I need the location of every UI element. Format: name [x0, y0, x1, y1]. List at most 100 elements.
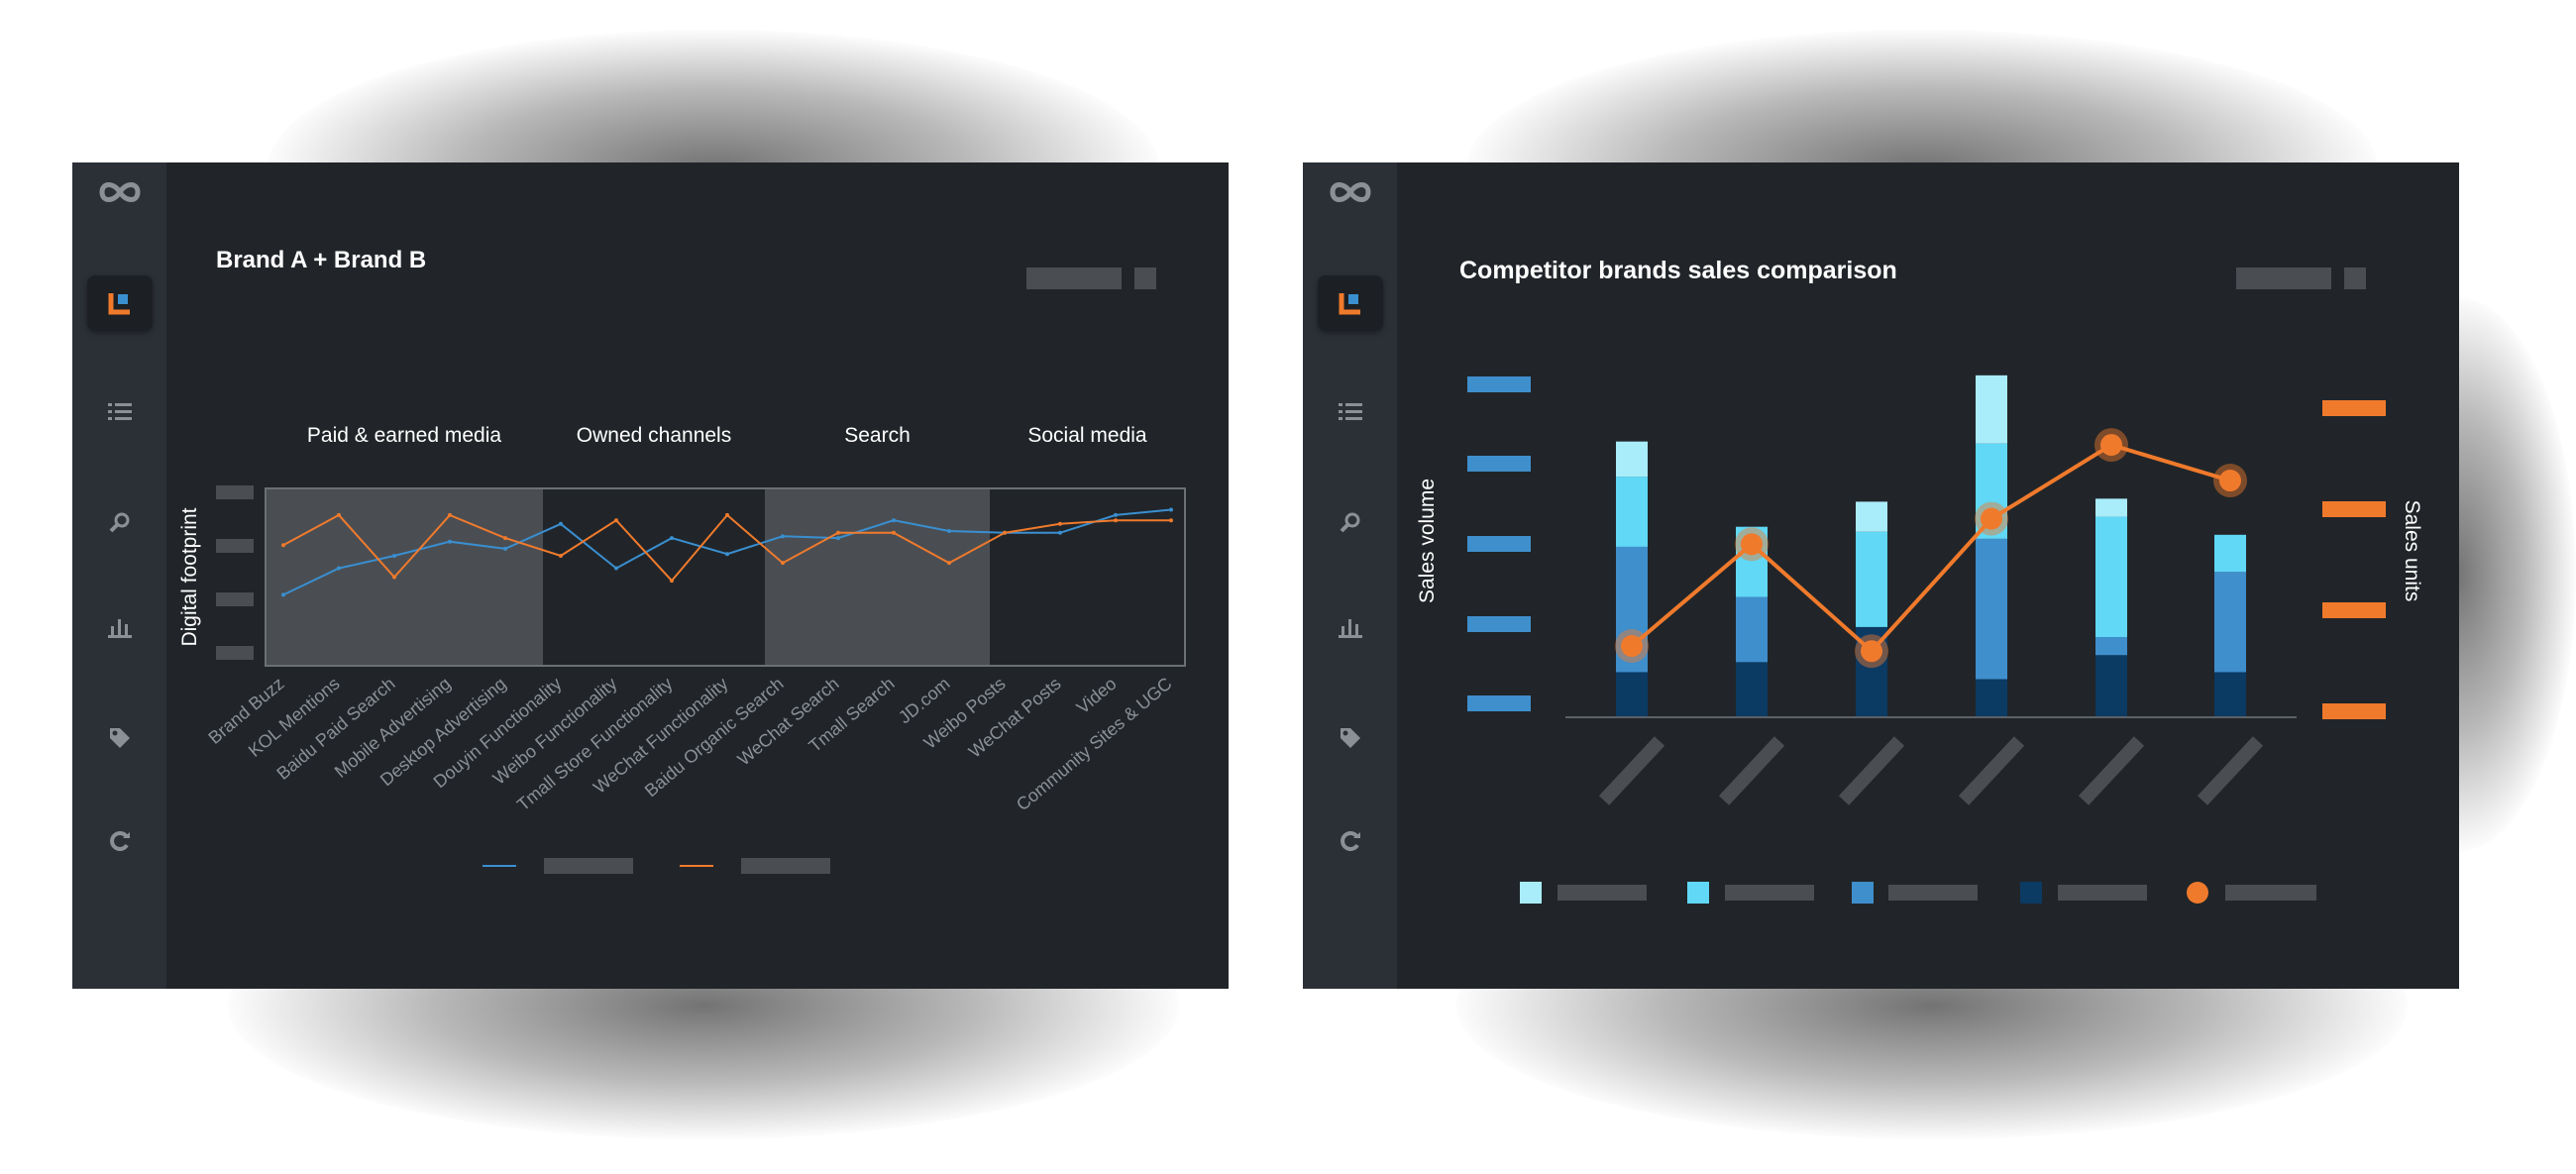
sidebar-item-tag[interactable]	[87, 710, 153, 766]
x-tick-placeholder	[1958, 736, 2025, 805]
legend-swatch-1	[1687, 882, 1709, 904]
chart-title: Brand A + Brand B	[216, 247, 426, 273]
header-control-placeholder	[1026, 267, 1122, 289]
data-point	[947, 528, 951, 533]
sidebar-item-tag[interactable]	[1318, 710, 1383, 766]
data-point	[614, 566, 618, 571]
group-label: Paid & earned media	[307, 424, 501, 447]
sidebar-item-list[interactable]	[1318, 384, 1383, 440]
sidebar-item-search[interactable]	[87, 494, 153, 550]
data-point	[559, 521, 563, 526]
bar-segment	[1976, 679, 2007, 717]
x-tick-placeholder	[1598, 736, 1665, 805]
line-point	[1621, 635, 1643, 658]
data-point	[503, 546, 507, 551]
tag-icon	[1338, 725, 1363, 751]
sales-comparison-chart: Competitor brands sales comparison Sales …	[1416, 257, 2423, 904]
sidebar-item-refresh[interactable]	[1318, 813, 1383, 869]
infinity-logo-icon	[98, 179, 142, 205]
y-axis-label: Digital footprint	[178, 507, 201, 646]
bar-segment	[2214, 672, 2246, 717]
line-point	[1861, 640, 1882, 663]
data-point	[1058, 530, 1062, 535]
legend-swatch-3	[2020, 882, 2042, 904]
data-point	[670, 536, 674, 541]
sidebar-item-dashboard-chart[interactable]	[1318, 275, 1383, 331]
search-icon	[108, 510, 132, 534]
y-tick-placeholder	[216, 539, 254, 553]
group-band-2	[765, 488, 990, 666]
sidebar-item-bar-chart[interactable]	[87, 599, 153, 655]
x-tick-placeholder	[1718, 736, 1785, 805]
left-axis-tick-placeholder	[1467, 616, 1531, 632]
chart-title: Competitor brands sales comparison	[1459, 257, 1897, 284]
data-point	[503, 536, 507, 541]
data-point	[781, 561, 785, 566]
legend-label-placeholder-1	[1725, 885, 1814, 901]
data-point	[892, 530, 896, 535]
dashboard-chart-icon	[107, 290, 133, 316]
data-point	[281, 592, 285, 597]
bar-segment	[1616, 672, 1648, 717]
bar-segment	[1736, 662, 1768, 717]
bar-segment	[1856, 531, 1887, 627]
data-point	[892, 518, 896, 523]
legend-label-placeholder-0	[1557, 885, 1647, 901]
bar-segment	[1616, 477, 1648, 547]
data-point	[836, 530, 840, 535]
bar-segment	[1976, 538, 2007, 680]
infinity-logo-icon	[1329, 179, 1372, 205]
plot-frame	[265, 487, 1186, 667]
right-dashboard-panel: Competitor brands sales comparison Sales …	[1303, 162, 2459, 989]
legend-label-placeholder-3	[2058, 885, 2147, 901]
sidebar-item-dashboard-chart[interactable]	[87, 275, 153, 331]
line-point	[2219, 470, 2241, 492]
refresh-icon	[108, 829, 132, 853]
left-axis-tick-placeholder	[1467, 456, 1531, 472]
data-point	[337, 512, 341, 517]
left-axis-tick-placeholder	[1467, 376, 1531, 392]
data-point	[1169, 518, 1173, 523]
bar-chart-icon	[108, 616, 132, 638]
x-tick-label: WeChat Search	[734, 674, 843, 770]
bar-chart-icon	[1339, 616, 1362, 638]
sidebar-item-bar-chart[interactable]	[1318, 599, 1383, 655]
group-label: Owned channels	[577, 424, 731, 447]
list-icon	[108, 402, 132, 422]
data-point	[392, 554, 396, 559]
tag-icon	[107, 725, 133, 751]
bar-segment	[2214, 572, 2246, 673]
data-point	[1058, 521, 1062, 526]
line-point	[1981, 507, 2002, 530]
y-tick-placeholder	[216, 592, 254, 606]
bar-segment	[1736, 596, 1768, 663]
group-label: Search	[844, 424, 911, 447]
header-control-placeholder	[2344, 267, 2366, 289]
y-tick-placeholder	[216, 646, 254, 660]
right-axis-tick-placeholder	[2322, 602, 2386, 618]
sidebar-item-refresh[interactable]	[87, 813, 153, 869]
data-point	[448, 539, 452, 544]
data-point	[670, 579, 674, 584]
legend-swatch-0	[1520, 882, 1542, 904]
sidebar-item-list[interactable]	[87, 384, 153, 440]
refresh-icon	[1339, 829, 1362, 853]
data-point	[448, 512, 452, 517]
digital-footprint-chart: Brand A + Brand B Paid & earned media Owne…	[178, 247, 1186, 874]
dashboard-chart-icon	[1338, 290, 1363, 316]
legend-label-placeholder-0	[544, 858, 633, 874]
data-point	[1169, 507, 1173, 512]
right-axis-tick-placeholder	[2322, 501, 2386, 517]
data-point	[1114, 512, 1118, 517]
data-point	[725, 552, 729, 557]
sidebar-item-infinity-logo	[1318, 164, 1383, 220]
legend-swatch-line	[2187, 882, 2208, 904]
data-point	[281, 543, 285, 548]
sidebar-item-search[interactable]	[1318, 494, 1383, 550]
list-icon	[1339, 402, 1362, 422]
left-dashboard-panel: Brand A + Brand B Paid & earned media Owne…	[72, 162, 1229, 989]
data-point	[725, 512, 729, 517]
x-tick-placeholder	[2197, 736, 2264, 805]
x-tick-placeholder	[1838, 736, 1905, 805]
data-point	[1114, 518, 1118, 523]
